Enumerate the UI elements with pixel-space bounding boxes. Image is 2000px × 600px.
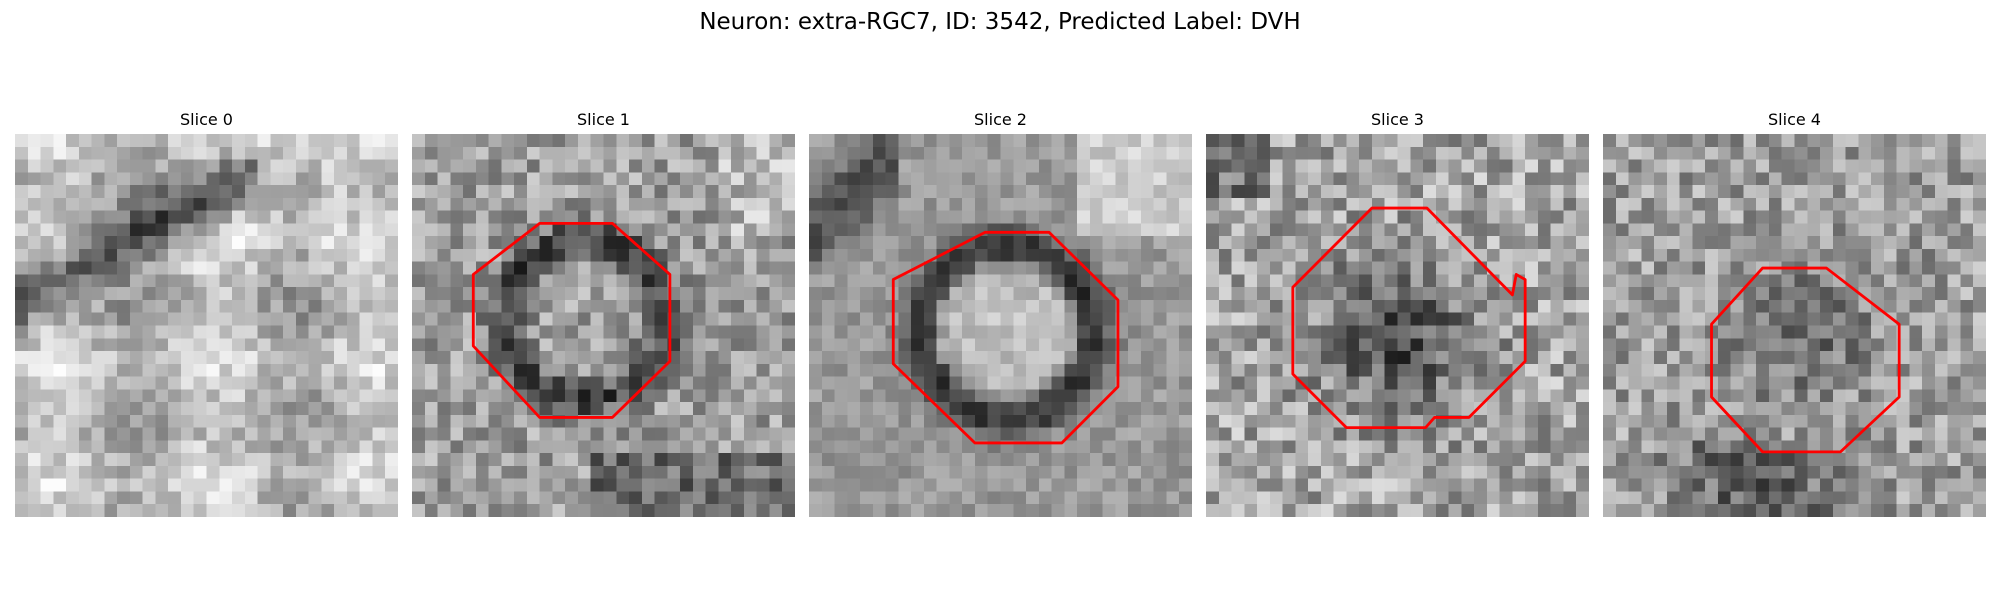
pixel-grid — [412, 134, 795, 517]
slice-0-label: Slice 0 — [180, 110, 233, 129]
slice-2-image — [809, 134, 1192, 517]
slice-2-contour — [891, 230, 1120, 445]
slice-0-image — [15, 134, 398, 517]
slice-4-contour — [1710, 266, 1901, 454]
pixel-grid — [15, 134, 398, 517]
slice-4-image — [1603, 134, 1986, 517]
slice-1-image — [412, 134, 795, 517]
slice-1-label: Slice 1 — [577, 110, 630, 129]
pixel-grid — [809, 134, 1192, 517]
slice-3-image — [1206, 134, 1589, 517]
pixel-grid — [1603, 134, 1986, 517]
slice-3-contour — [1291, 206, 1527, 430]
slice-4-label: Slice 4 — [1768, 110, 1821, 129]
slice-2-label: Slice 2 — [974, 110, 1027, 129]
pixel-grid — [1206, 134, 1589, 517]
slice-3-label: Slice 3 — [1371, 110, 1424, 129]
slice-1-contour — [471, 221, 672, 419]
figure-title: Neuron: extra-RGC7, ID: 3542, Predicted … — [699, 9, 1301, 35]
